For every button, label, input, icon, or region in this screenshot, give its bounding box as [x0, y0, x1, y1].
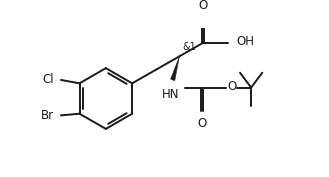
Text: Br: Br: [41, 109, 54, 122]
Text: Cl: Cl: [42, 73, 54, 86]
Text: HN: HN: [162, 88, 180, 101]
Text: &1: &1: [182, 42, 196, 52]
Text: OH: OH: [236, 35, 254, 48]
Text: O: O: [198, 117, 207, 130]
Polygon shape: [170, 56, 179, 81]
Text: O: O: [198, 0, 208, 12]
Text: O: O: [227, 80, 236, 93]
